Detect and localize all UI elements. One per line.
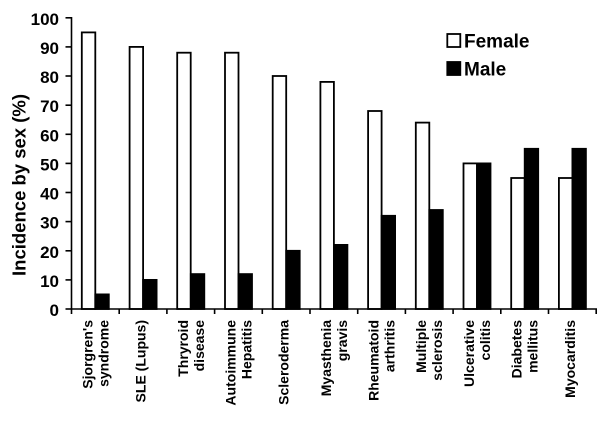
svg-text:60: 60 xyxy=(40,126,59,145)
svg-text:20: 20 xyxy=(40,243,59,262)
svg-text:Female: Female xyxy=(464,32,529,53)
svg-text:Incidence by sex (%): Incidence by sex (%) xyxy=(9,94,30,276)
svg-text:Sjorgren's: Sjorgren's xyxy=(79,320,95,389)
svg-text:colitis: colitis xyxy=(477,320,493,361)
svg-text:100: 100 xyxy=(31,10,59,29)
svg-text:0: 0 xyxy=(50,301,59,320)
svg-text:mellitus: mellitus xyxy=(525,320,541,373)
svg-text:Myocarditis: Myocarditis xyxy=(562,320,578,398)
svg-text:70: 70 xyxy=(40,97,59,116)
svg-text:10: 10 xyxy=(40,272,59,291)
svg-text:sclerosis: sclerosis xyxy=(429,320,445,381)
svg-text:50: 50 xyxy=(40,155,59,174)
svg-text:80: 80 xyxy=(40,68,59,87)
svg-text:disease: disease xyxy=(191,320,207,372)
svg-text:Myasthenia: Myasthenia xyxy=(318,320,334,396)
svg-text:Rheumatoid: Rheumatoid xyxy=(366,320,382,401)
svg-text:Multiple: Multiple xyxy=(413,320,429,373)
svg-text:Thryroid: Thryroid xyxy=(175,320,191,377)
svg-text:Ulcerative: Ulcerative xyxy=(461,320,477,387)
svg-text:gravis: gravis xyxy=(334,320,350,361)
svg-text:40: 40 xyxy=(40,185,59,204)
svg-text:arthritis: arthritis xyxy=(382,320,398,372)
svg-text:syndrome: syndrome xyxy=(95,320,111,387)
svg-text:Male: Male xyxy=(464,60,506,81)
svg-text:Hepatitis: Hepatitis xyxy=(239,320,255,379)
svg-text:30: 30 xyxy=(40,214,59,233)
svg-text:Diabetes: Diabetes xyxy=(509,320,525,379)
svg-text:SLE (Lupus): SLE (Lupus) xyxy=(133,320,149,402)
svg-text:Autoimmune: Autoimmune xyxy=(223,320,239,406)
svg-text:90: 90 xyxy=(40,39,59,58)
svg-text:Scleroderma: Scleroderma xyxy=(276,320,292,405)
